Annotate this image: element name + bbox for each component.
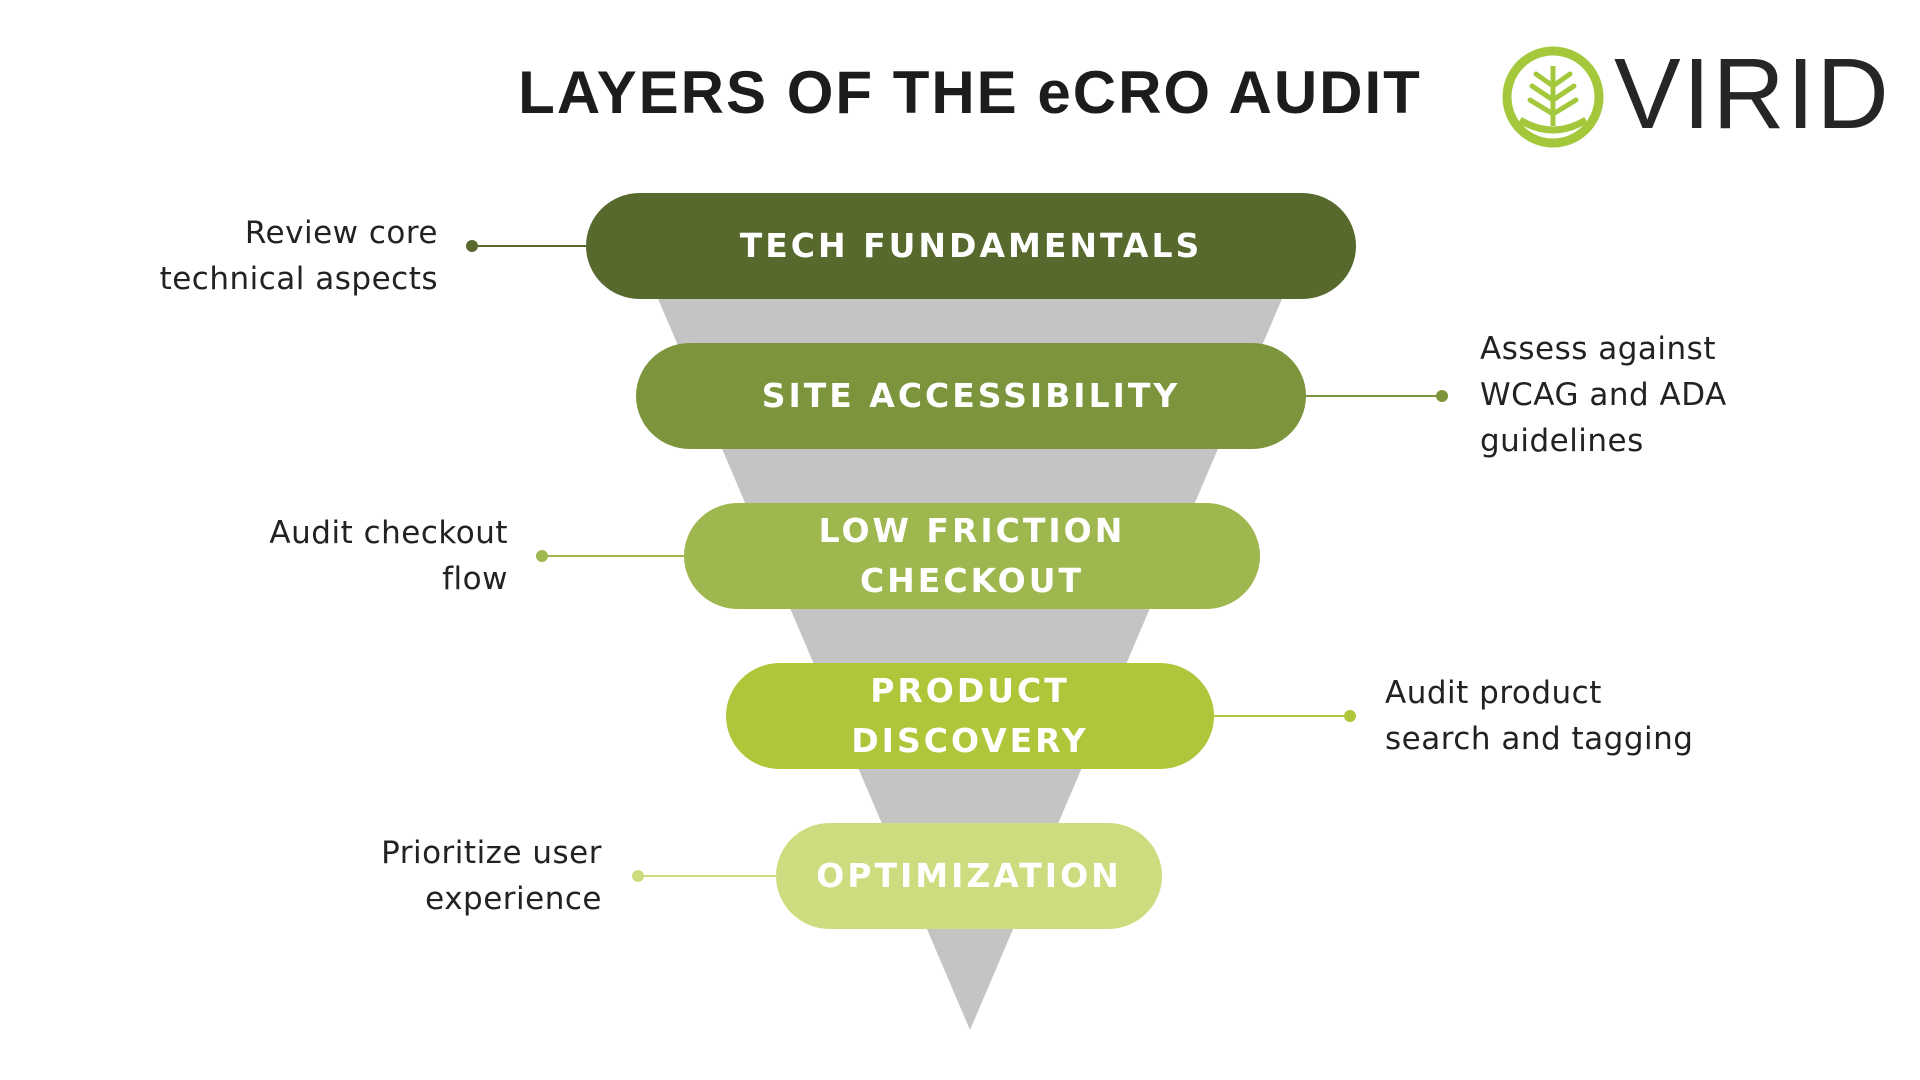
- funnel-layer-product-discovery: PRODUCT DISCOVERY: [726, 663, 1214, 769]
- page-title: LAYERS OF THE eCRO AUDIT: [518, 59, 1422, 126]
- layer-label-line: CHECKOUT: [859, 561, 1085, 600]
- connector-line: [542, 555, 684, 557]
- description-line: Audit product: [1385, 675, 1602, 711]
- funnel-layer-tech-fundamentals: TECH FUNDAMENTALS: [586, 193, 1356, 299]
- description-line: experience: [425, 881, 602, 917]
- description-line: flow: [442, 561, 508, 597]
- funnel-layer-site-accessibility: SITE ACCESSIBILITY: [636, 343, 1306, 449]
- layer-description: Prioritize user experience: [300, 830, 602, 922]
- layer-label-line: TECH FUNDAMENTALS: [739, 226, 1203, 265]
- connector-dot: [536, 550, 548, 562]
- description-line: Prioritize user: [381, 835, 602, 871]
- layer-label-line: LOW FRICTION: [818, 511, 1126, 550]
- virid-logo: VIRID: [1498, 42, 1898, 152]
- description-line: Assess against: [1480, 331, 1716, 367]
- connector-dot: [1436, 390, 1448, 402]
- connector-line: [1306, 395, 1442, 397]
- connector-dot: [466, 240, 478, 252]
- description-line: search and tagging: [1385, 721, 1694, 757]
- layer-description: Review core technical aspects: [146, 210, 438, 302]
- layer-description: Assess against WCAG and ADA guidelines: [1480, 326, 1810, 464]
- description-line: WCAG and ADA: [1480, 377, 1727, 413]
- layer-description: Audit product search and tagging: [1385, 670, 1785, 762]
- layer-description: Audit checkout flow: [216, 510, 508, 602]
- leaf-circle-icon: [1502, 46, 1604, 148]
- funnel-layer-low-friction-checkout: LOW FRICTION CHECKOUT: [684, 503, 1260, 609]
- connector-dot: [632, 870, 644, 882]
- description-line: Review core: [244, 215, 438, 251]
- funnel-triangle: [650, 280, 1290, 1030]
- connector-line: [1214, 715, 1350, 717]
- layer-label-line: SITE ACCESSIBILITY: [761, 376, 1181, 415]
- description-line: technical aspects: [159, 261, 438, 297]
- logo-wordmark: VIRID: [1614, 38, 1891, 150]
- layer-label-line: PRODUCT: [870, 671, 1070, 710]
- layer-label-line: DISCOVERY: [851, 721, 1089, 760]
- description-line: guidelines: [1480, 423, 1644, 459]
- connector-dot: [1344, 710, 1356, 722]
- connector-line: [472, 245, 586, 247]
- layer-label-line: OPTIMIZATION: [816, 856, 1122, 895]
- funnel-layer-optimization: OPTIMIZATION: [776, 823, 1162, 929]
- description-line: Audit checkout: [269, 515, 508, 551]
- connector-line: [638, 875, 776, 877]
